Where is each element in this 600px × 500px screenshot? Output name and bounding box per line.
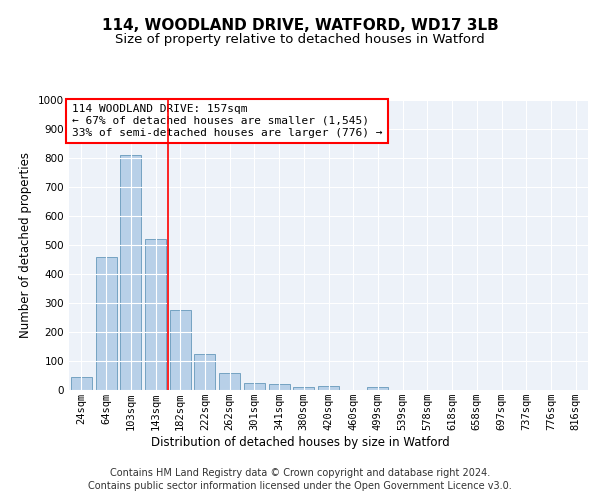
Bar	[244, 383, 265, 390]
Text: Contains HM Land Registry data © Crown copyright and database right 2024.: Contains HM Land Registry data © Crown c…	[110, 468, 490, 477]
Text: Distribution of detached houses by size in Watford: Distribution of detached houses by size …	[151, 436, 449, 449]
Bar	[120, 155, 141, 390]
Bar	[95, 256, 116, 390]
Bar	[219, 372, 240, 390]
Bar	[170, 310, 191, 390]
Bar	[293, 386, 314, 390]
Bar	[145, 239, 166, 390]
Y-axis label: Number of detached properties: Number of detached properties	[19, 152, 32, 338]
Text: Size of property relative to detached houses in Watford: Size of property relative to detached ho…	[115, 32, 485, 46]
Text: Contains public sector information licensed under the Open Government Licence v3: Contains public sector information licen…	[88, 481, 512, 491]
Text: 114 WOODLAND DRIVE: 157sqm
← 67% of detached houses are smaller (1,545)
33% of s: 114 WOODLAND DRIVE: 157sqm ← 67% of deta…	[71, 104, 382, 138]
Bar	[71, 377, 92, 390]
Bar	[194, 354, 215, 390]
Bar	[367, 387, 388, 390]
Bar	[269, 384, 290, 390]
Bar	[318, 386, 339, 390]
Text: 114, WOODLAND DRIVE, WATFORD, WD17 3LB: 114, WOODLAND DRIVE, WATFORD, WD17 3LB	[101, 18, 499, 32]
